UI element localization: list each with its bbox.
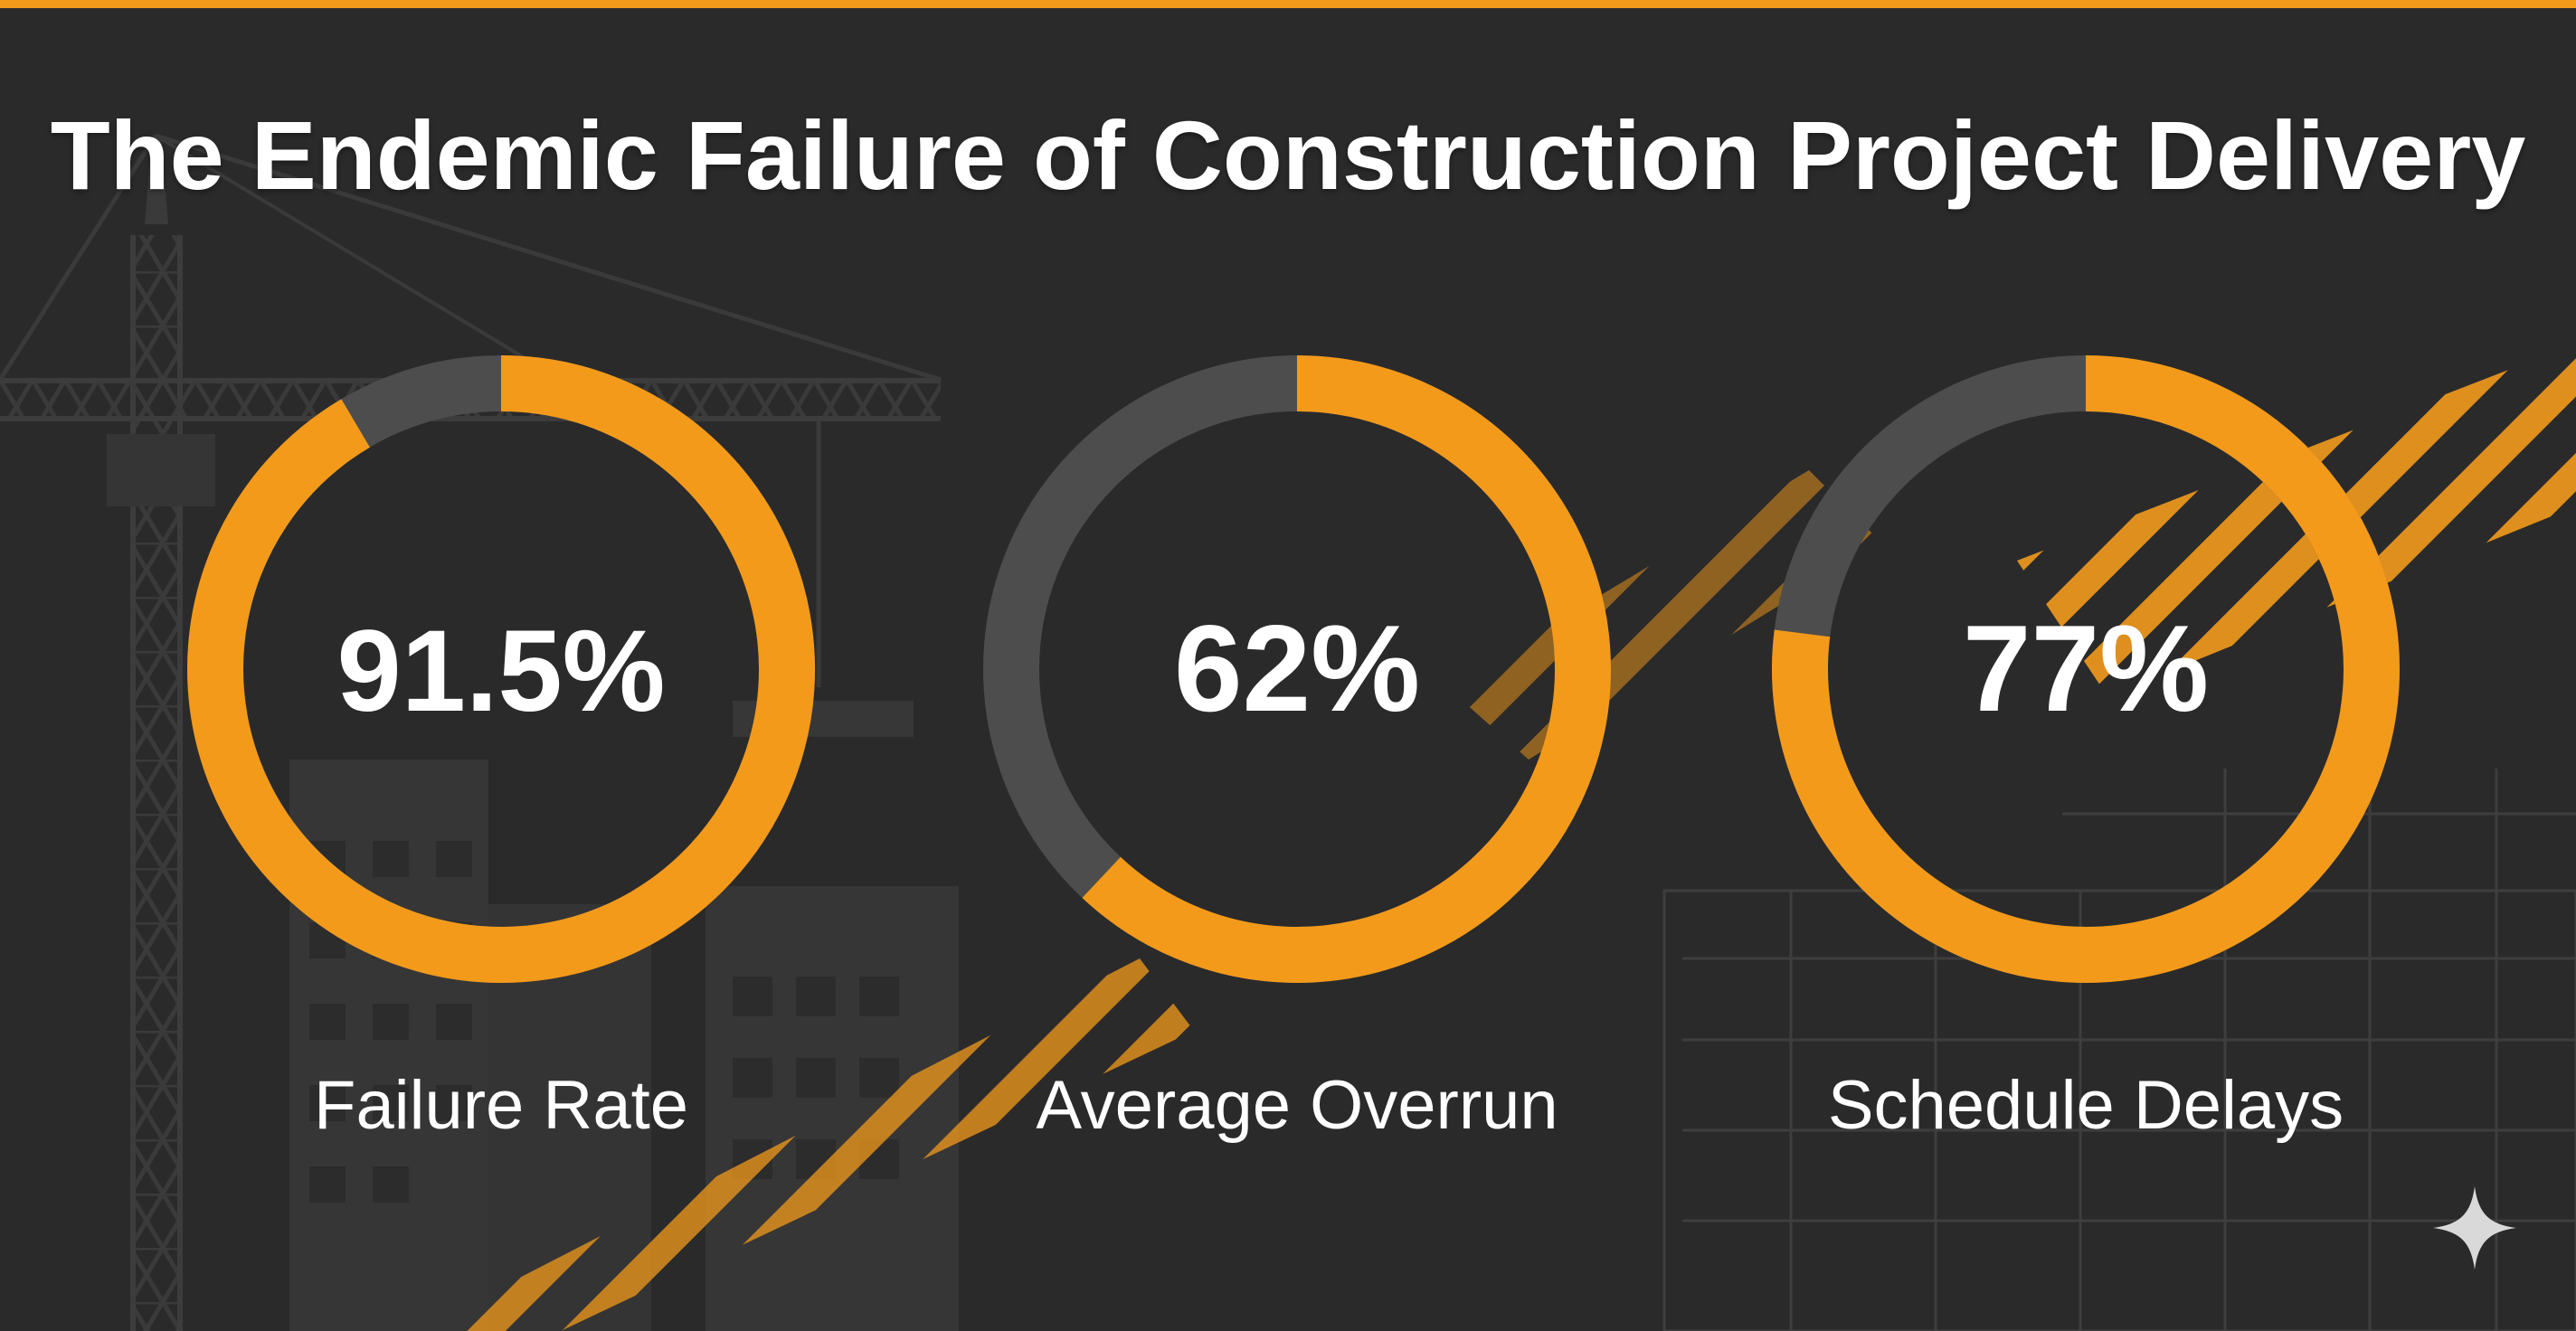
donut-value-schedule-delays: 77% — [1963, 599, 2209, 737]
donut-average-overrun: 62% Average Overrun — [983, 355, 1611, 1144]
donut-arc-average-overrun — [1082, 355, 1611, 983]
donut-label-schedule-delays: Schedule Delays — [1828, 1067, 2344, 1144]
donut-schedule-delays: 77% Schedule Delays — [1772, 355, 2400, 1144]
donut-label-average-overrun: Average Overrun — [1036, 1067, 1558, 1144]
donut-label-failure-rate: Failure Rate — [314, 1067, 688, 1144]
donut-value-failure-rate: 91.5% — [337, 607, 666, 736]
donut-value-average-overrun: 62% — [1174, 599, 1420, 737]
donut-failure-rate: 91.5% Failure Rate — [187, 355, 815, 1144]
donut-arc-failure-rate — [187, 355, 815, 983]
page-title: The Endemic Failure of Construction Proj… — [50, 100, 2526, 210]
building-silhouettes — [289, 760, 959, 1331]
sparkle-icon — [2433, 1186, 2516, 1270]
top-accent-rule — [0, 0, 2576, 8]
donut-arc-schedule-delays — [1772, 355, 2400, 983]
crane-silhouette — [0, 133, 942, 1331]
